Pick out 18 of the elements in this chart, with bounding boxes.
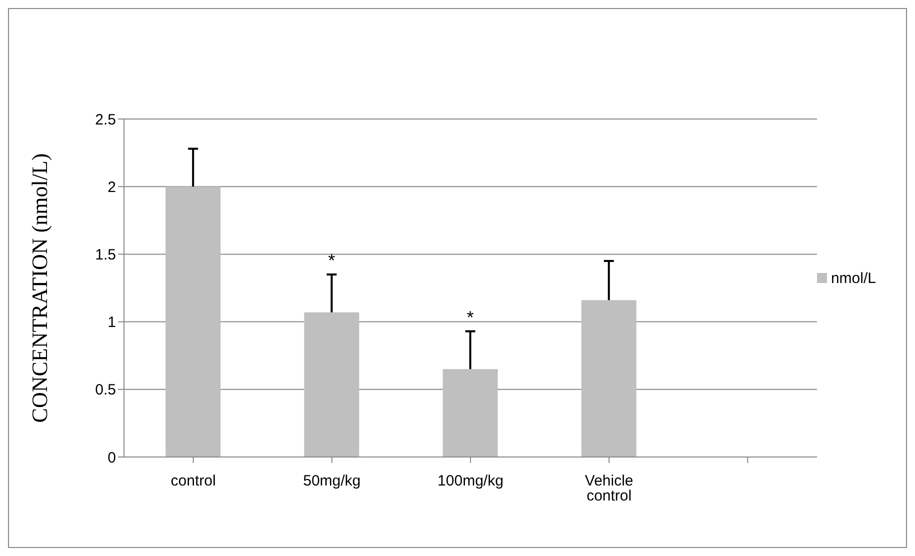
y-tick-label: 1 [108,314,116,332]
y-tick-label: 0.5 [95,382,116,399]
y-tick-label: 2 [108,178,116,196]
bar [304,312,360,457]
x-tick-label: 50mg/kg [303,472,361,490]
legend-label: nmol/L [830,270,876,286]
data-label: * [328,250,336,270]
bar [581,300,636,457]
bar [166,186,221,457]
bar [442,369,498,457]
x-tick-label: Vehicle control [584,472,634,505]
y-tick-label: 0 [108,449,116,466]
x-tick-label: 100mg/kg [438,472,504,490]
y-tick-label: 1.5 [95,246,116,264]
y-tick-label: 2.5 [95,111,116,128]
x-tick-label: control [170,472,216,490]
data-label: * [466,307,474,328]
y-axis-title: CONCENTRATION (nmol/L) [26,153,52,423]
